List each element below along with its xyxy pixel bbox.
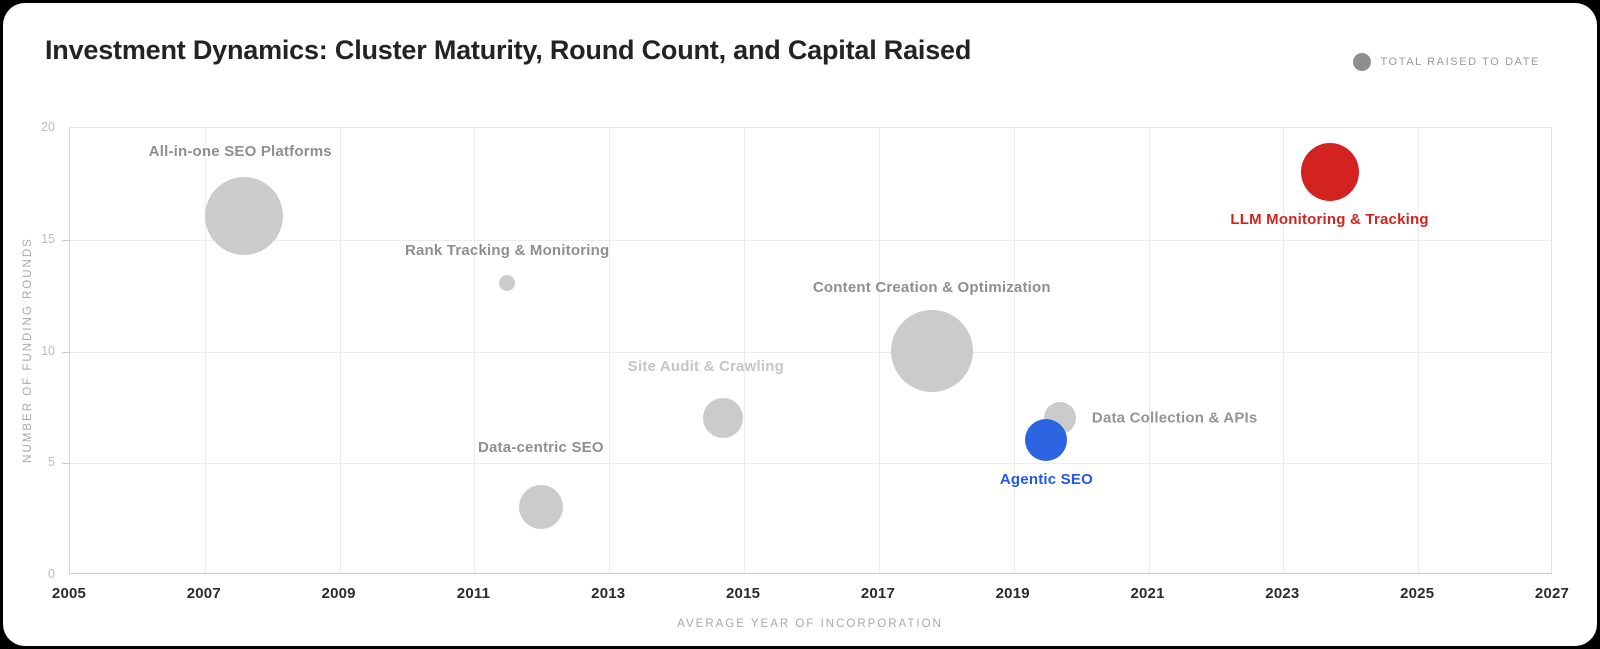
bubble-label-agentic-seo: Agentic SEO <box>999 470 1093 488</box>
bubble-all-in-one-seo-platforms <box>205 177 284 256</box>
x-tick-label-2027: 2027 <box>1534 585 1570 602</box>
bubble-site-audit-crawling <box>702 397 743 438</box>
x-tick-label-2009: 2009 <box>321 585 356 602</box>
grid-line-year-2013 <box>609 128 611 573</box>
grid-line-year-2017 <box>878 128 880 573</box>
x-tick-label-2011: 2011 <box>456 585 491 602</box>
bubble-label-data-centric-seo: Data-centric SEO <box>477 438 604 456</box>
grid-line-year-2009 <box>339 128 341 573</box>
x-tick-label-2005: 2005 <box>51 585 87 602</box>
chart-title: Investment Dynamics: Cluster Maturity, R… <box>45 35 972 65</box>
grid-line-year-2015 <box>744 128 746 573</box>
bubble-agentic-seo <box>1025 418 1068 461</box>
y-tick-label-15: 15 <box>41 231 55 246</box>
bubble-content-creation-optimization <box>890 309 973 392</box>
x-tick-label-2017: 2017 <box>860 585 895 602</box>
y-tick-label-0: 0 <box>48 567 55 581</box>
plot-area <box>62 127 1552 574</box>
bubble-label-rank-tracking-monitoring: Rank Tracking & Monitoring <box>404 242 610 260</box>
grid-line-year-2019 <box>1013 128 1015 573</box>
y-tick-mark-10 <box>62 351 70 353</box>
bubble-llm-monitoring-tracking <box>1300 142 1359 201</box>
bubble-data-centric-seo <box>518 484 563 529</box>
y-axis-label: NUMBER OF FUNDING ROUNDS <box>22 237 34 463</box>
x-axis-label: AVERAGE YEAR OF INCORPORATION <box>677 618 943 630</box>
x-tick-label-2015: 2015 <box>725 585 761 602</box>
y-tick-mark-5 <box>62 463 70 465</box>
y-tick-label-5: 5 <box>48 455 55 470</box>
grid-line-year-2023 <box>1283 128 1285 573</box>
bubble-chart: 2005 2007 2009 2011 2013 2015 2017 2019 2021 2023… <box>3 3 1597 646</box>
bubble-label-data-collection-apis: Data Collection & APIs <box>1091 409 1258 427</box>
legend: TOTAL RAISED TO DATE <box>1353 51 1540 73</box>
legend-label: TOTAL RAISED TO DATE <box>1380 56 1540 68</box>
bubble-label-llm-monitoring-tracking: LLM Monitoring & Tracking <box>1230 210 1429 228</box>
bubble-label-all-in-one-seo-platforms: All-in-one SEO Platforms <box>148 143 332 161</box>
chart-card: Investment Dynamics: Cluster Maturity, R… <box>3 3 1597 646</box>
x-tick-label-2023: 2023 <box>1265 585 1300 602</box>
grid-line-rounds-10 <box>70 351 1551 353</box>
grid-line-rounds-5 <box>70 463 1551 465</box>
x-tick-label-2025: 2025 <box>1400 585 1435 602</box>
y-tick-label-10: 10 <box>41 343 55 358</box>
grid-line-year-2011 <box>474 128 476 573</box>
x-tick-label-2007: 2007 <box>186 585 221 602</box>
grid-line-year-2007 <box>204 128 206 573</box>
x-tick-label-2019: 2019 <box>995 585 1030 602</box>
x-tick-label-2013: 2013 <box>591 585 626 602</box>
bubble-label-site-audit-crawling: Site Audit & Crawling <box>627 357 784 375</box>
bubble-label-content-creation-optimization: Content Creation & Optimization <box>812 278 1051 296</box>
y-tick-label-20: 20 <box>41 120 55 134</box>
grid-line-rounds-15 <box>70 239 1551 241</box>
y-tick-mark-15 <box>62 239 70 241</box>
grid-line-year-2021 <box>1148 128 1150 573</box>
x-tick-label-2021: 2021 <box>1130 585 1165 602</box>
legend-bubble-swatch-icon <box>1353 53 1372 71</box>
bubble-rank-tracking-monitoring <box>499 275 516 292</box>
grid-line-year-2025 <box>1418 128 1420 573</box>
